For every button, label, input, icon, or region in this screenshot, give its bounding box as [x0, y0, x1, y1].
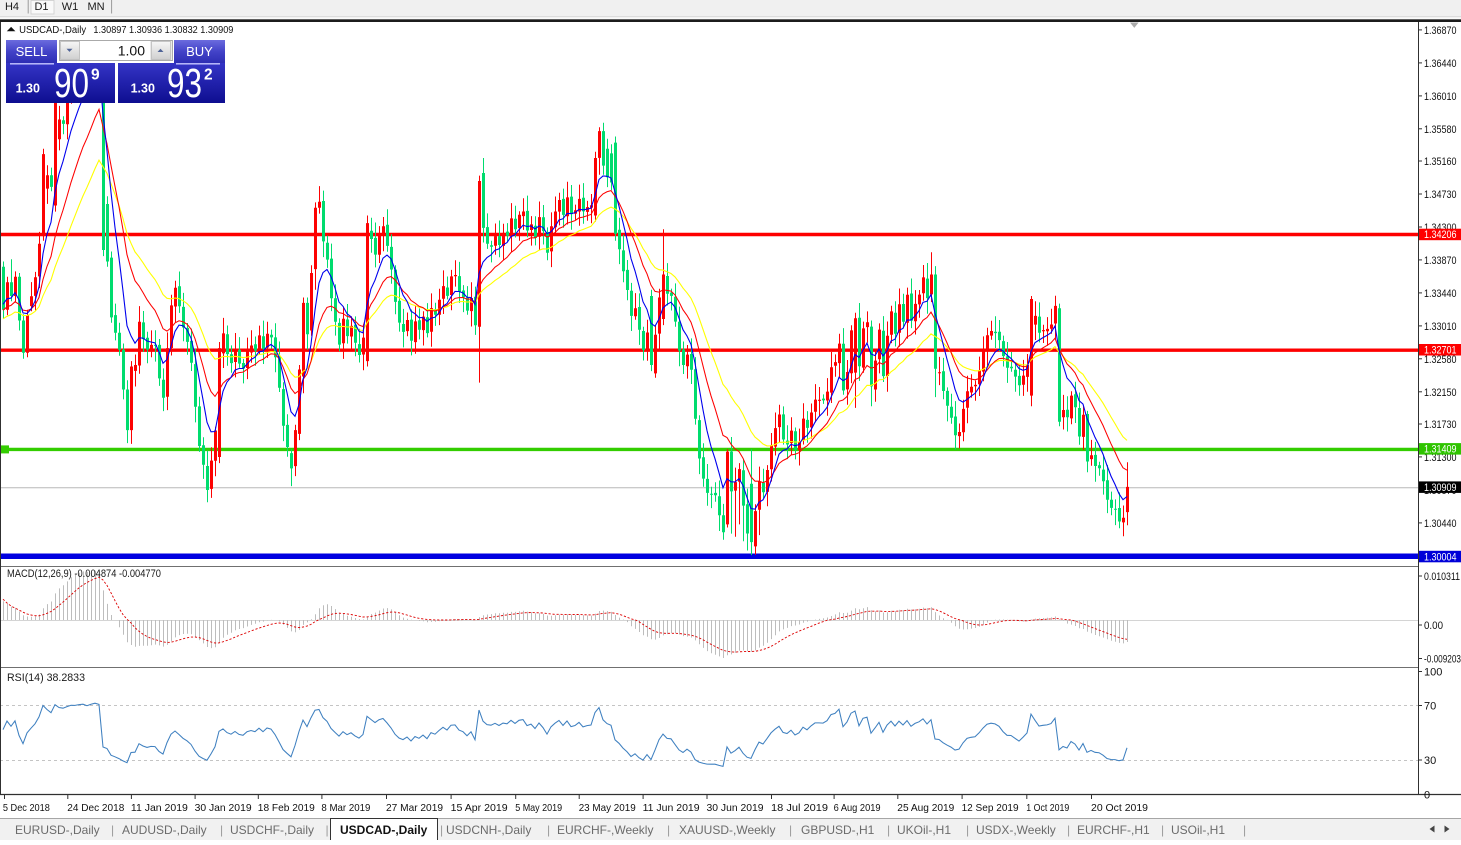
svg-text:0.00: 0.00 [1424, 620, 1443, 632]
svg-text:EURUSD-,Daily: EURUSD-,Daily [15, 823, 100, 837]
svg-text:1.36010: 1.36010 [1424, 91, 1457, 103]
svg-text:15 Apr 2019: 15 Apr 2019 [451, 802, 508, 814]
svg-text:GBPUSD-,H1: GBPUSD-,H1 [801, 823, 875, 837]
svg-text:USDCAD-,Daily: USDCAD-,Daily [340, 823, 428, 837]
svg-text:11 Jan 2019: 11 Jan 2019 [131, 802, 188, 814]
svg-text:1.30: 1.30 [131, 82, 155, 96]
svg-text:RSI(14) 38.2833: RSI(14) 38.2833 [7, 672, 85, 684]
svg-text:1.33870: 1.33870 [1424, 255, 1457, 267]
svg-text:1.33440: 1.33440 [1424, 288, 1457, 300]
svg-text:|: | [326, 823, 329, 837]
svg-text:1.35160: 1.35160 [1424, 156, 1457, 168]
svg-text:1.32701: 1.32701 [1424, 345, 1457, 357]
svg-text:|: | [1161, 823, 1164, 837]
svg-text:5 Dec 2018: 5 Dec 2018 [3, 802, 50, 814]
svg-text:SELL: SELL [16, 44, 48, 59]
svg-text:|: | [667, 823, 670, 837]
svg-text:|: | [547, 823, 550, 837]
svg-text:H4: H4 [5, 1, 19, 13]
svg-text:USDX-,Weekly: USDX-,Weekly [976, 823, 1056, 837]
svg-text:|: | [1067, 823, 1070, 837]
svg-text:EURCHF-,H1: EURCHF-,H1 [1077, 823, 1150, 837]
svg-text:1.36870: 1.36870 [1424, 25, 1457, 37]
svg-text:9: 9 [91, 67, 100, 84]
svg-text:11 Jun 2019: 11 Jun 2019 [643, 802, 700, 814]
svg-text:30 Jun 2019: 30 Jun 2019 [707, 802, 764, 814]
svg-text:1.30: 1.30 [16, 82, 40, 96]
svg-text:USDCHF-,Daily: USDCHF-,Daily [230, 823, 314, 837]
svg-text:23 May 2019: 23 May 2019 [579, 802, 636, 814]
svg-text:-0.009203: -0.009203 [1424, 654, 1461, 666]
svg-text:1.30909: 1.30909 [1424, 482, 1457, 494]
svg-text:|: | [220, 823, 223, 837]
svg-text:6 Aug 2019: 6 Aug 2019 [834, 802, 881, 814]
svg-text:1.35580: 1.35580 [1424, 124, 1457, 136]
svg-text:1.34730: 1.34730 [1424, 189, 1457, 201]
svg-text:70: 70 [1424, 701, 1436, 713]
svg-text:1.30440: 1.30440 [1424, 518, 1457, 530]
svg-text:27 Mar 2019: 27 Mar 2019 [386, 802, 443, 814]
svg-text:2: 2 [204, 67, 213, 84]
svg-text:90: 90 [54, 60, 89, 106]
svg-text:|: | [887, 823, 890, 837]
svg-text:1.32580: 1.32580 [1424, 354, 1457, 366]
svg-text:|: | [966, 823, 969, 837]
svg-text:100: 100 [1424, 667, 1442, 679]
svg-text:1.00: 1.00 [118, 43, 145, 59]
svg-text:MACD(12,26,9) -0.004874 -0.004: MACD(12,26,9) -0.004874 -0.004770 [7, 568, 161, 580]
svg-text:1.31409: 1.31409 [1424, 444, 1457, 456]
svg-text:8 Mar 2019: 8 Mar 2019 [321, 802, 370, 814]
svg-text:18 Feb 2019: 18 Feb 2019 [258, 802, 315, 814]
svg-text:20 Oct 2019: 20 Oct 2019 [1091, 802, 1148, 814]
svg-text:MN: MN [87, 1, 104, 13]
svg-text:1.34206: 1.34206 [1424, 229, 1457, 241]
svg-text:USOil-,H1: USOil-,H1 [1171, 823, 1225, 837]
svg-text:0: 0 [1424, 790, 1430, 802]
svg-text:1.31300: 1.31300 [1424, 452, 1457, 464]
svg-text:1.30004: 1.30004 [1424, 551, 1457, 563]
svg-text:18 Jul 2019: 18 Jul 2019 [771, 802, 828, 814]
svg-text:|: | [1243, 823, 1246, 837]
svg-text:AUDUSD-,Daily: AUDUSD-,Daily [122, 823, 207, 837]
svg-text:1.30897 1.30936 1.30832 1.3090: 1.30897 1.30936 1.30832 1.30909 [93, 25, 233, 36]
svg-text:5 May 2019: 5 May 2019 [515, 802, 562, 814]
svg-text:UKOil-,H1: UKOil-,H1 [897, 823, 951, 837]
svg-text:BUY: BUY [186, 44, 213, 59]
svg-text:1.33010: 1.33010 [1424, 321, 1457, 333]
svg-text:24 Dec 2018: 24 Dec 2018 [67, 802, 124, 814]
svg-text:1.36440: 1.36440 [1424, 58, 1457, 70]
svg-text:1.31730: 1.31730 [1424, 419, 1457, 431]
svg-text:|: | [440, 823, 443, 837]
svg-text:XAUUSD-,Weekly: XAUUSD-,Weekly [679, 823, 775, 837]
svg-text:1 Oct 2019: 1 Oct 2019 [1026, 802, 1069, 814]
svg-text:EURCHF-,Weekly: EURCHF-,Weekly [557, 823, 653, 837]
svg-text:D1: D1 [34, 1, 48, 13]
svg-text:|: | [111, 823, 114, 837]
svg-text:12 Sep 2019: 12 Sep 2019 [962, 802, 1019, 814]
svg-text:25 Aug 2019: 25 Aug 2019 [897, 802, 954, 814]
svg-text:W1: W1 [62, 1, 79, 13]
svg-text:USDCNH-,Daily: USDCNH-,Daily [446, 823, 531, 837]
svg-text:93: 93 [167, 60, 202, 106]
svg-text:30 Jan 2019: 30 Jan 2019 [195, 802, 252, 814]
svg-text:|: | [789, 823, 792, 837]
svg-text:0.010311: 0.010311 [1424, 571, 1460, 583]
svg-text:1.32150: 1.32150 [1424, 387, 1457, 399]
svg-text:30: 30 [1424, 755, 1436, 767]
svg-text:USDCAD-,Daily: USDCAD-,Daily [19, 25, 86, 36]
